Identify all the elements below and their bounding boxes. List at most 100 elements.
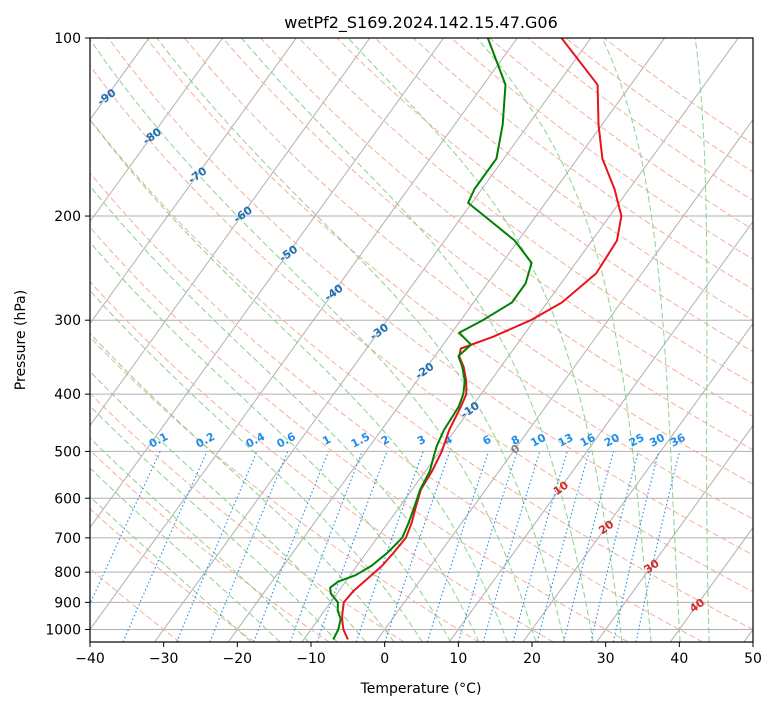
mixing-ratio-line xyxy=(289,451,363,642)
x-axis-title: Temperature (°C) xyxy=(360,681,482,697)
x-tick-label: 10 xyxy=(449,651,467,667)
mixing-ratio-line xyxy=(384,451,451,642)
mixing-ratio-label: 20 xyxy=(602,431,622,450)
dry-adiabat xyxy=(298,38,753,385)
isotherm-line xyxy=(448,220,753,642)
y-tick-label: 1000 xyxy=(45,622,81,638)
x-tick-label: 40 xyxy=(670,651,688,667)
x-tick-label: 0 xyxy=(380,651,389,667)
mixing-ratio-line xyxy=(457,451,518,642)
mixing-ratio-label: 13 xyxy=(556,431,576,450)
x-tick-label: −10 xyxy=(296,651,326,667)
isotherm-line xyxy=(227,38,666,642)
y-tick-label: 300 xyxy=(54,313,81,329)
moist-adiabat xyxy=(90,38,537,642)
moist-adiabat xyxy=(90,405,338,642)
moist-adiabat xyxy=(90,241,452,642)
mixing-ratio-line xyxy=(176,451,258,642)
x-tick-label: −30 xyxy=(149,651,179,667)
mixing-ratio-line xyxy=(426,451,490,642)
sounding-series xyxy=(329,38,623,640)
y-tick-label: 200 xyxy=(54,209,81,225)
moist-adiabat xyxy=(241,38,594,642)
y-tick-label: 700 xyxy=(54,531,81,547)
isotherm-line xyxy=(522,322,753,642)
mixing-ratio-line xyxy=(512,451,568,642)
y-tick-label: 500 xyxy=(54,444,81,460)
moist-adiabat xyxy=(156,38,565,642)
y-tick-label: 400 xyxy=(54,387,81,403)
dry-adiabat xyxy=(90,172,703,642)
dry-adiabat xyxy=(374,38,753,321)
dry-adiabat xyxy=(145,38,753,520)
x-tick-label: −40 xyxy=(75,651,105,667)
x-tick-label: 50 xyxy=(744,651,762,667)
mixing-ratio-label: 25 xyxy=(627,431,647,450)
isotherm-line xyxy=(375,118,753,642)
mixing-ratio-line xyxy=(209,451,289,642)
x-tick-label: 30 xyxy=(597,651,615,667)
dry-adiabat xyxy=(184,38,753,485)
dewpoint-line xyxy=(329,38,533,640)
dry-adiabats xyxy=(90,38,753,642)
dry-adiabat xyxy=(412,38,753,291)
moist-adiabat xyxy=(601,38,681,642)
mixing-ratio-label: 30 xyxy=(647,431,667,450)
isotherm-line xyxy=(90,38,224,223)
moist-adiabat xyxy=(90,289,423,642)
x-tick-label: 20 xyxy=(523,651,541,667)
dry-adiabat xyxy=(90,392,405,642)
mixing-ratio-line xyxy=(590,451,639,642)
plot-border xyxy=(89,37,754,643)
mixing-ratio-line xyxy=(355,451,424,642)
mixing-ratio-line xyxy=(253,451,329,642)
isotherm-line xyxy=(90,38,445,529)
isotherm-line xyxy=(90,38,297,325)
moist-adiabat xyxy=(90,467,281,642)
mixing-ratio-line xyxy=(122,451,208,642)
dry-adiabat xyxy=(90,65,753,593)
isotherm-label: -100 xyxy=(46,45,76,72)
moist-adiabat xyxy=(90,370,367,642)
moist-adiabat xyxy=(90,437,310,642)
y-axis-ticks: 100 200 300 400 500 600 700 800 900 1000 xyxy=(45,31,90,638)
mixing-ratio-label: 10 xyxy=(528,431,548,450)
y-tick-label: 600 xyxy=(54,491,81,507)
plot-background xyxy=(90,38,753,642)
mixing-ratio-label: 36 xyxy=(668,431,688,450)
moist-adiabat xyxy=(90,118,508,642)
dry-adiabat xyxy=(90,567,181,642)
isotherm-line xyxy=(154,38,592,642)
mixing-ratio-line xyxy=(563,451,615,642)
plot-frame xyxy=(89,37,754,643)
mixing-ratio-lines xyxy=(90,451,681,642)
moist-adiabat xyxy=(90,332,395,642)
mixing-ratio-line xyxy=(612,451,660,642)
moist-adiabat xyxy=(347,38,623,642)
isotherm-line xyxy=(669,526,753,642)
mixing-ratio-line xyxy=(536,451,590,642)
isotherm-line xyxy=(90,38,371,427)
temperature-line xyxy=(341,38,623,640)
moist-adiabats xyxy=(90,38,710,642)
isotherm-line xyxy=(596,424,753,642)
chart-title: wetPf2_S169.2024.142.15.47.G06 xyxy=(284,13,558,33)
moist-adiabat xyxy=(90,185,480,642)
y-tick-label: 100 xyxy=(54,31,81,47)
y-tick-label: 800 xyxy=(54,565,81,581)
x-tick-label: −20 xyxy=(223,651,253,667)
dry-adiabat xyxy=(336,38,753,353)
mixing-ratio-line xyxy=(482,451,541,642)
mixing-ratio-label: 16 xyxy=(578,431,598,450)
plot-area xyxy=(90,38,753,642)
x-axis-ticks: −40 −30 −20 −10 0 10 20 30 40 50 xyxy=(75,642,762,667)
dry-adiabat xyxy=(90,118,753,631)
moist-adiabat xyxy=(476,38,652,642)
mixing-ratio-line xyxy=(316,451,388,642)
isotherm-line xyxy=(0,38,75,642)
dry-adiabat xyxy=(90,336,479,642)
dry-adiabat xyxy=(260,38,753,418)
isotherm-line xyxy=(90,38,518,631)
isotherm-line xyxy=(0,38,2,642)
